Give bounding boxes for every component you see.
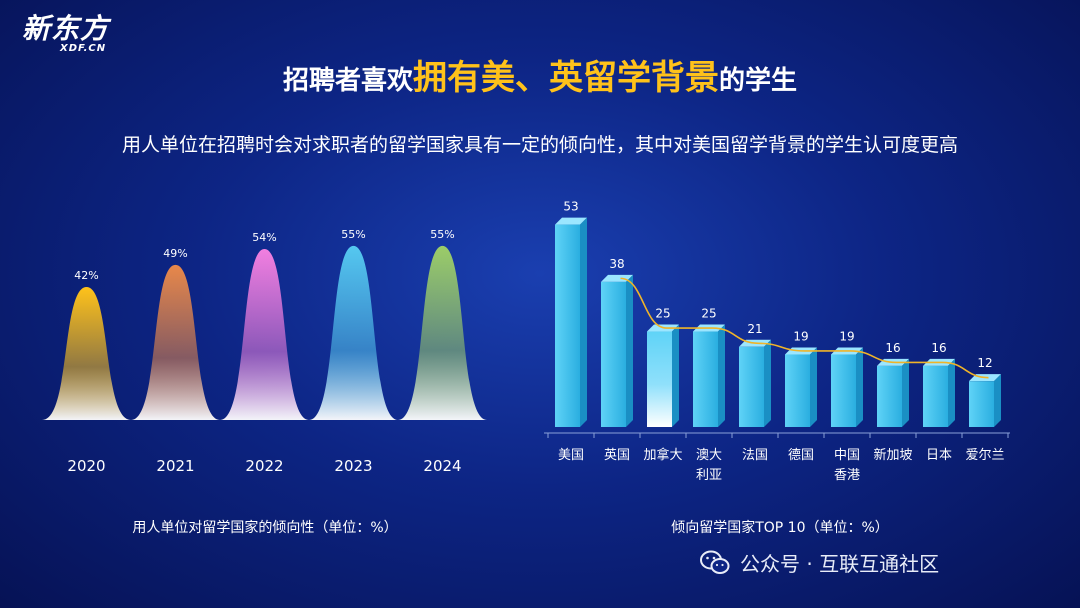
value-label: 19 [839,329,854,343]
category-label: 爱尔兰 [965,448,1004,463]
category-label: 日本 [926,448,952,463]
bar-英国 [601,274,633,427]
value-label: 55% [430,230,454,241]
bar-德国 [785,347,817,427]
page-subtitle: 用人单位在招聘时会对求职者的留学国家具有一定的倾向性，其中对美国留学背景的学生认… [121,134,958,156]
value-label: 55% [341,230,365,241]
area-peak-2023 [309,245,398,420]
category-label: 2020 [67,457,105,475]
bar-加拿大 [647,324,679,427]
brand-domain: XDF.CN [60,43,107,54]
left-chart-caption: 用人单位对留学国家的倾向性（单位：%） [132,520,398,536]
category-label: 2022 [245,457,283,475]
value-label: 12 [977,356,992,370]
bar-美国 [555,217,587,427]
tendency-area-chart: 42% 2020 49% 2021 54% 2022 55% 2023 55% 2024 [42,230,487,475]
page-title: 招聘者喜欢拥有美、英留学背景的学生 [0,56,1080,103]
value-label: 49% [163,247,187,260]
category-label: 香港 [834,468,860,483]
value-label: 16 [931,341,946,355]
title-suffix: 的学生 [719,66,798,96]
category-label: 2021 [156,457,194,475]
title-prefix: 招聘者喜欢 [282,66,413,96]
category-label: 新加坡 [873,447,912,463]
value-label: 21 [747,322,762,336]
value-label: 38 [609,257,624,271]
category-label: 英国 [604,448,630,463]
brand-name: 新东方 [22,12,110,45]
bar-新加坡 [877,358,909,427]
category-label: 中国 [834,448,860,463]
title-highlight: 拥有美、英留学背景 [413,58,719,98]
category-label: 2024 [423,457,461,475]
category-label: 加拿大 [643,447,682,463]
bar-澳大利亚 [693,324,725,427]
category-label: 澳大 [696,447,722,463]
value-label: 16 [885,341,900,355]
bar-日本 [923,358,955,427]
category-label: 利亚 [696,468,722,483]
value-label: 25 [701,307,716,321]
value-label: 53 [563,200,578,214]
category-label: 美国 [558,448,584,463]
area-peak-2024 [398,245,487,420]
area-peak-2020 [42,287,131,420]
value-label: 25 [655,307,670,321]
value-label: 19 [793,329,808,343]
wechat-icon [700,550,730,574]
right-chart-caption: 倾向留学国家TOP 10（单位：%） [671,520,889,536]
bar-爱尔兰 [969,374,1001,427]
brand-logo: 新东方 XDF.CN [22,14,109,54]
trend-line [620,277,989,379]
value-label: 54% [252,231,276,244]
category-label: 2023 [334,457,372,475]
area-peak-2021 [131,264,220,420]
bar-法国 [739,339,771,427]
footer: 公众号 · 互联互通社区 [700,548,939,577]
footer-text: 公众号 · 互联互通社区 [740,552,940,576]
category-label: 德国 [788,448,814,463]
category-label: 法国 [742,448,768,463]
area-peak-2022 [220,249,309,420]
value-label: 42% [74,269,98,282]
bar-中国香港 [831,347,863,427]
